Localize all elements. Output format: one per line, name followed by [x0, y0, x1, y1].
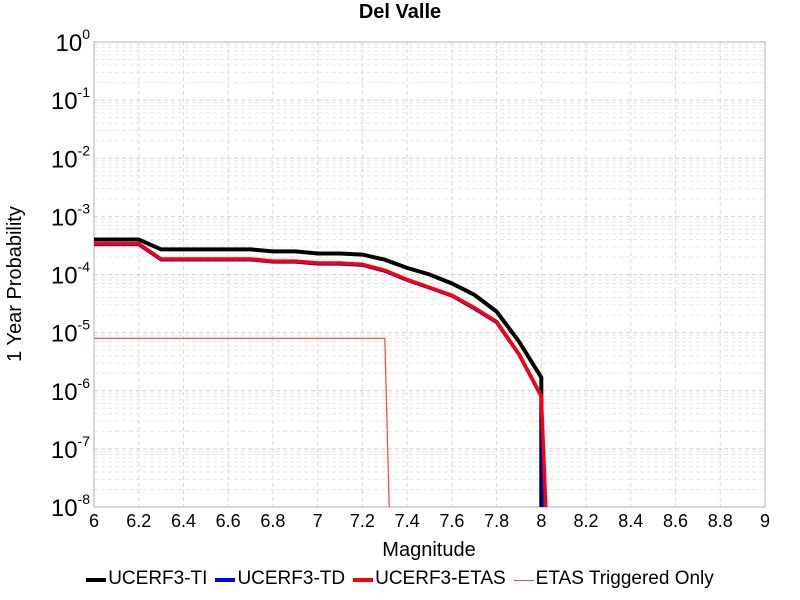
legend-swatch-ucerf3-td [215, 578, 236, 582]
x-tick-label: 7.8 [484, 511, 509, 531]
x-tick-label: 7.4 [395, 511, 420, 531]
legend-label-ucerf3-ti: UCERF3-TI [108, 568, 208, 589]
y-tick-exponent: -7 [78, 433, 91, 449]
x-tick-label: 6.6 [216, 511, 241, 531]
chart-title: Del Valle [359, 1, 441, 23]
x-tick-label: 9 [760, 511, 770, 531]
y-tick-base: 10 [51, 263, 78, 290]
x-tick-label: 8 [536, 511, 546, 531]
legend-swatch-ucerf3-etas [353, 578, 374, 582]
legend-item-ucerf3-td: UCERF3-TD [215, 568, 345, 590]
legend-swatch-etas-triggered-only [513, 579, 534, 581]
x-tick-label: 6.2 [126, 511, 151, 531]
legend-label-etas-triggered-only: ETAS Triggered Only [535, 568, 714, 589]
x-axis-label: Magnitude [382, 539, 475, 561]
y-tick-base: 10 [51, 146, 78, 173]
y-tick-label: 10-5 [51, 317, 90, 348]
y-tick-label: 10-6 [51, 375, 90, 406]
x-tick-labels: 6 6.2 6.4 6.6 6.8 7 7.2 7.4 7.6 7.8 8 8.2 8.4 8.6 8.8 9 [89, 511, 770, 531]
x-tick-label: 8.8 [708, 511, 733, 531]
legend-label-ucerf3-etas: UCERF3-ETAS [375, 568, 506, 589]
x-tick-label: 8.4 [618, 511, 643, 531]
y-tick-base: 10 [51, 321, 78, 348]
y-tick-base: 10 [51, 495, 78, 522]
legend-item-ucerf3-ti: UCERF3-TI [86, 568, 207, 590]
y-tick-base: 10 [51, 379, 78, 406]
x-tick-label: 6.8 [260, 511, 285, 531]
series-line-etas-triggered-only [94, 337, 390, 508]
legend-item-ucerf3-etas: UCERF3-ETAS [353, 568, 506, 590]
y-tick-exponent: -8 [78, 491, 91, 507]
legend: UCERF3-TI UCERF3-TD UCERF3-ETAS ETAS Tri… [0, 568, 800, 590]
y-tick-label: 10-7 [51, 433, 90, 464]
x-tick-label: 8.2 [574, 511, 599, 531]
y-tick-exponent: -3 [78, 200, 91, 216]
legend-label-ucerf3-td: UCERF3-TD [237, 568, 346, 589]
y-tick-label: 100 [56, 26, 91, 57]
y-tick-exponent: -2 [78, 142, 91, 158]
y-tick-exponent: -1 [78, 84, 91, 100]
series-lines [94, 237, 548, 508]
legend-item-etas-triggered-only: ETAS Triggered Only [513, 568, 714, 590]
y-tick-label: 10-2 [51, 142, 90, 173]
legend-swatch-ucerf3-ti [86, 578, 107, 582]
y-tick-base: 10 [51, 88, 78, 115]
x-tick-label: 6.4 [171, 511, 196, 531]
y-tick-exponent: -5 [78, 317, 91, 333]
x-tick-label: 7.6 [439, 511, 464, 531]
x-tick-label: 6 [89, 511, 99, 531]
series-line-ucerf3-etas [94, 241, 548, 508]
y-tick-label: 10-8 [51, 491, 90, 522]
y-tick-exponent: -4 [78, 259, 91, 275]
y-tick-base: 10 [51, 204, 78, 231]
x-tick-label: 8.6 [663, 511, 688, 531]
y-tick-label: 10-1 [51, 84, 90, 115]
x-tick-label: 7.2 [350, 511, 375, 531]
y-tick-base: 10 [51, 437, 78, 464]
plot-area-frame [93, 41, 766, 508]
grid [93, 42, 766, 508]
x-tick-label: 7 [313, 511, 323, 531]
y-tick-exponent: -6 [78, 375, 91, 391]
y-tick-exponent: 0 [82, 26, 90, 42]
series-line-ucerf3-ti [94, 237, 544, 507]
y-tick-label: 10-3 [51, 200, 90, 231]
y-tick-label: 10-4 [51, 259, 90, 290]
y-tick-base: 10 [56, 30, 83, 57]
y-axis-label: 1 Year Probability [4, 206, 26, 362]
